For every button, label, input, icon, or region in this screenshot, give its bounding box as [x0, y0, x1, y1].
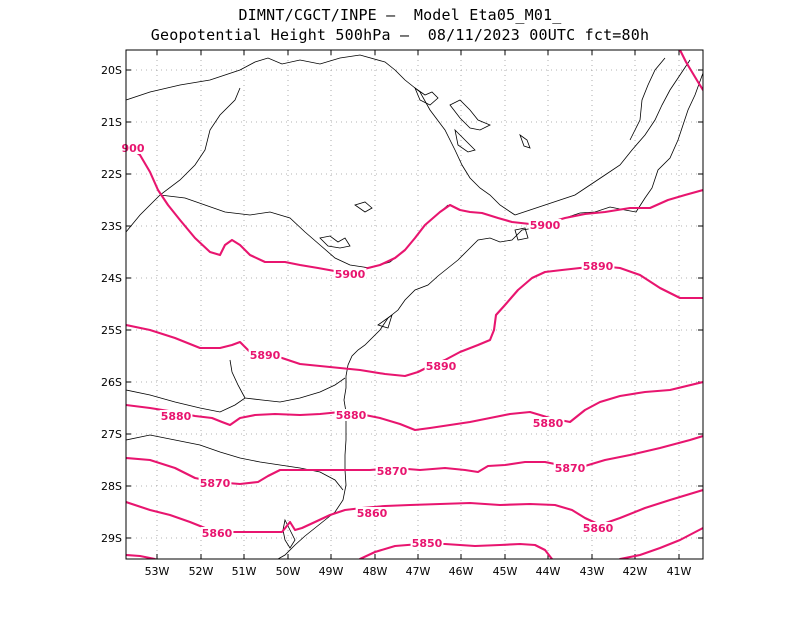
lon-tick-label: 42W	[623, 565, 648, 578]
contour-label: 5860	[583, 522, 614, 535]
contour-label-bg	[581, 522, 615, 534]
contour-label-bg	[581, 260, 615, 272]
contour-label: 5890	[583, 260, 614, 273]
lon-tick-label: 51W	[232, 565, 257, 578]
lon-tick-label: 52W	[189, 565, 214, 578]
lon-tick-label: 43W	[580, 565, 605, 578]
contour-label-bg	[410, 537, 444, 549]
chart-title-line1: DIMNT/CGCT/INPE — Model Eta05_M01_	[238, 6, 562, 24]
contour-label: 5900	[530, 219, 561, 232]
contour-label-bg	[333, 268, 367, 280]
border-ms	[126, 87, 241, 233]
contour-label-bg	[248, 349, 282, 361]
lat-tick-label: 25S	[101, 324, 122, 337]
lat-tick-label: 20S	[101, 64, 122, 77]
bay-2	[514, 227, 529, 241]
border-sc-rs	[229, 359, 246, 399]
lon-tick-label: 50W	[276, 565, 301, 578]
contour-5910	[678, 50, 703, 92]
lat-tick-label: 22S	[101, 168, 122, 181]
lat-tick-label: 29S	[101, 532, 122, 545]
contour-label: 5880	[161, 410, 192, 423]
contour-label: 5890	[426, 360, 457, 373]
lake-3	[454, 128, 476, 153]
border-mg-es	[629, 57, 666, 141]
lake-6	[519, 133, 531, 149]
lat-tick-label: 24S	[101, 272, 122, 285]
contour-5870	[126, 434, 703, 486]
contour-5880	[126, 380, 703, 432]
lon-tick-label: 49W	[319, 565, 344, 578]
contour-5850-c	[126, 553, 157, 559]
border-argentina	[126, 434, 344, 491]
political-boundaries	[126, 54, 703, 559]
lon-tick-label: 48W	[363, 565, 388, 578]
lake-1	[414, 86, 439, 106]
contour-5890-a	[126, 264, 703, 378]
border-mg-rj	[514, 59, 691, 216]
contour-5850-b	[618, 526, 703, 559]
lon-tick-label: 47W	[406, 565, 431, 578]
contour-label-bg	[553, 462, 587, 474]
contour-label-bg	[198, 477, 232, 489]
coastline	[277, 72, 703, 559]
contour-label-bg	[159, 410, 193, 422]
contour-label: 5850	[412, 537, 443, 550]
lat-tick-label: 27S	[101, 428, 122, 441]
contour-label-bg	[528, 219, 562, 231]
contour-label: 5900	[335, 268, 366, 281]
contour-label: 5860	[202, 527, 233, 540]
border-sp-mg	[126, 54, 516, 216]
contour-labels: 900 5900 5900 5890 5890 5890 5880 5880 5880 5870 5…	[120, 142, 615, 550]
lon-tick-label: 46W	[449, 565, 474, 578]
lake-4	[319, 235, 351, 249]
contour-label-bg	[200, 527, 234, 539]
lat-tick-label: 21S	[101, 116, 122, 129]
contour-label: 5870	[555, 462, 586, 475]
lake-2	[449, 99, 491, 131]
contour-label: 5880	[336, 409, 367, 422]
lon-tick-label: 41W	[667, 565, 692, 578]
contour-label: 5870	[200, 477, 231, 490]
lat-tick-label: 28S	[101, 480, 122, 493]
contour-label-bg	[531, 417, 565, 429]
contour-label: 900	[122, 142, 145, 155]
lon-tick-label: 44W	[536, 565, 561, 578]
contour-5900	[126, 143, 703, 274]
lon-tick-label: 45W	[493, 565, 518, 578]
lat-tick-label: 26S	[101, 376, 122, 389]
chart-title-line2: Geopotential Height 500hPa — 08/11/2023 …	[150, 26, 650, 44]
contour-label-bg	[334, 409, 368, 421]
lake-5	[354, 201, 373, 213]
contour-5860	[126, 488, 703, 534]
contour-label: 5860	[357, 507, 388, 520]
lon-tick-label: 53W	[145, 565, 170, 578]
axis-labels: 20S 21S 22S 23S 24S 25S 26S 27S 28S 29S 53W 52W 51W 5…	[101, 64, 692, 578]
contour-label: 5870	[377, 465, 408, 478]
contour-5850	[358, 542, 554, 559]
border-pr-sc	[126, 377, 346, 413]
lat-tick-label: 23S	[101, 220, 122, 233]
bay-1	[377, 313, 393, 329]
contour-label-bg	[424, 360, 458, 372]
map-frame	[125, 49, 704, 560]
contour-label: 5880	[533, 417, 564, 430]
contour-label: 5890	[250, 349, 281, 362]
contour-label-bg	[375, 465, 409, 477]
contour-label-bg	[120, 142, 146, 154]
contour-label-bg	[355, 507, 389, 519]
border-sp-pr	[159, 194, 449, 269]
